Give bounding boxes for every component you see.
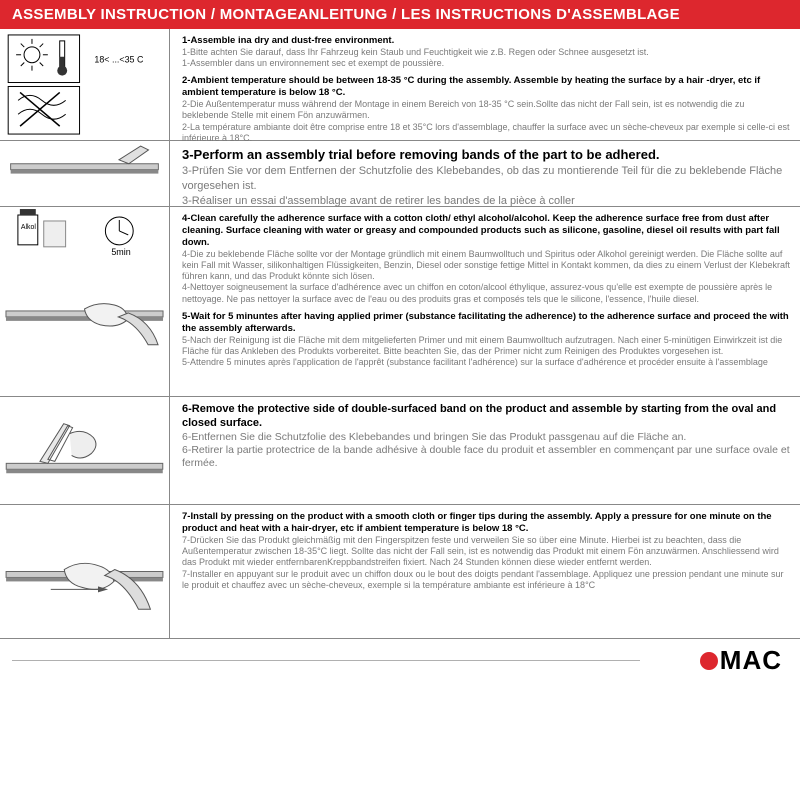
step-alt-text: 7-Drücken Sie das Produkt gleichmäßig mi… [182,535,790,569]
step-alt-text: 7-Installer en appuyant sur le produit a… [182,569,790,592]
step-main-text: 4-Clean carefully the adherence surface … [182,213,790,249]
step-main-text: 6-Remove the protective side of double-s… [182,403,790,431]
step-alt-text: 4-Die zu beklebende Fläche sollte vor de… [182,249,790,283]
instruction-text-cell: 6-Remove the protective side of double-s… [170,397,800,504]
header-bar: ASSEMBLY INSTRUCTION / MONTAGEANLEITUNG … [0,0,800,29]
step-alt-text: 4-Nettoyer soigneusement la surface d'ad… [182,282,790,305]
step-alt-text: 1-Bitte achten Sie darauf, dass Ihr Fahr… [182,47,790,58]
instruction-row: 18< ...<35 C 1-Assemble ina dry and dust… [0,29,800,141]
clean-cloth-alcohol-icon: Alkol 5min [0,207,169,396]
instruction-row: Alkol 5min 4-Clean carefully the adheren… [0,207,800,397]
instruction-step: 3-Perform an assembly trial before remov… [182,147,790,208]
instruction-step: 1-Assemble ina dry and dust-free environ… [182,35,790,69]
illustration-cell: 18< ...<35 C [0,29,170,140]
instruction-row: 7-Install by pressing on the product wit… [0,505,800,639]
step-main-text: 1-Assemble ina dry and dust-free environ… [182,35,790,47]
header-title: ASSEMBLY INSTRUCTION / MONTAGEANLEITUNG … [12,6,680,23]
illustration-cell [0,141,170,206]
press-cloth-icon [0,505,169,638]
instruction-rows: 18< ...<35 C 1-Assemble ina dry and dust… [0,29,800,639]
logo-dot-icon [700,652,718,670]
svg-text:18< ...<35 C: 18< ...<35 C [94,55,144,65]
step-alt-text: 1-Assembler dans un environnement sec et… [182,58,790,69]
brand-logo: MAC [700,645,782,676]
instruction-step: 4-Clean carefully the adherence surface … [182,213,790,305]
logo-text: MAC [720,645,782,676]
peel-tape-icon [0,397,169,504]
instruction-step: 5-Wait for 5 minuntes after having appli… [182,311,790,369]
illustration-cell: Alkol 5min [0,207,170,396]
instruction-row: 6-Remove the protective side of double-s… [0,397,800,505]
sun-thermometer-icon: 18< ...<35 C [0,29,169,140]
step-alt-text: 2-Die Außentemperatur muss während der M… [182,99,790,122]
footer: MAC [0,639,800,680]
step-main-text: 7-Install by pressing on the product wit… [182,511,790,535]
trial-fit-icon [0,141,169,206]
step-alt-text: 3-Prüfen Sie vor dem Entfernen der Schut… [182,164,790,194]
instruction-step: 6-Remove the protective side of double-s… [182,403,790,470]
instruction-text-cell: 7-Install by pressing on the product wit… [170,505,800,638]
step-main-text: 5-Wait for 5 minuntes after having appli… [182,311,790,335]
step-main-text: 3-Perform an assembly trial before remov… [182,147,790,164]
svg-text:5min: 5min [111,247,130,257]
instruction-text-cell: 3-Perform an assembly trial before remov… [170,141,800,206]
instruction-text-cell: 1-Assemble ina dry and dust-free environ… [170,29,800,140]
step-main-text: 2-Ambient temperature should be between … [182,75,790,99]
step-alt-text: 6-Retirer la partie protectrice de la ba… [182,444,790,470]
step-alt-text: 5-Nach der Reinigung ist die Fläche mit … [182,335,790,358]
step-alt-text: 5-Attendre 5 minutes après l'application… [182,357,790,368]
instruction-text-cell: 4-Clean carefully the adherence surface … [170,207,800,396]
svg-text:Alkol: Alkol [21,224,36,231]
illustration-cell [0,397,170,504]
illustration-cell [0,505,170,638]
step-alt-text: 6-Entfernen Sie die Schutzfolie des Kleb… [182,431,790,444]
instruction-step: 2-Ambient temperature should be between … [182,75,790,144]
instruction-step: 7-Install by pressing on the product wit… [182,511,790,591]
instruction-row: 3-Perform an assembly trial before remov… [0,141,800,207]
